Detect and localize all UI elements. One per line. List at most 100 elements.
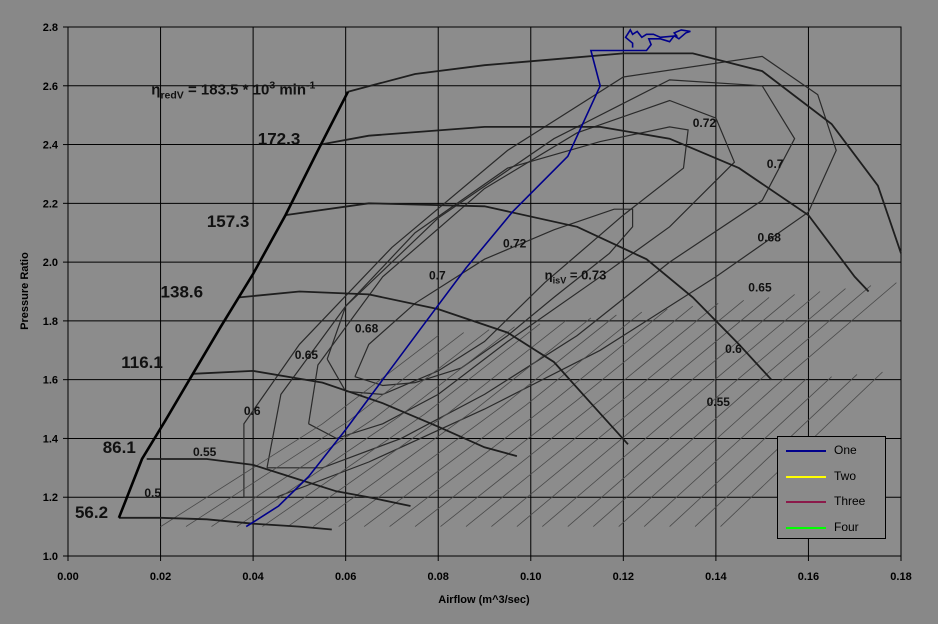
speed-label: 172.3 (258, 130, 301, 149)
peak-efficiency-label: ηisV = 0.73 (545, 268, 607, 286)
speed-label: 56.2 (75, 503, 108, 522)
efficiency-label: 0.6 (725, 342, 742, 356)
efficiency-label: 0.72 (503, 236, 527, 250)
efficiency-island (326, 126, 689, 396)
flow-line (491, 297, 770, 527)
x-tick-label: 0.12 (613, 571, 634, 583)
flow-line (440, 302, 719, 527)
efficiency-label: 0.5 (144, 486, 161, 500)
flow-line (313, 317, 592, 527)
flow-line (160, 335, 439, 527)
legend-swatch (786, 526, 826, 529)
y-tick-label: 2.8 (43, 22, 58, 34)
legend-swatch (786, 501, 826, 503)
x-tick-label: 0.08 (428, 571, 449, 583)
y-tick-label: 1.6 (43, 375, 58, 387)
x-tick-label: 0.04 (242, 571, 264, 583)
flow-line (262, 323, 541, 527)
x-axis-title: Airflow (m^3/sec) (438, 594, 530, 606)
legend-label: Two (834, 468, 857, 483)
speed-formula-label-part: = 183.5 * 10 (184, 82, 269, 99)
flow-line (694, 374, 858, 527)
x-tick-label: 0.14 (705, 571, 727, 583)
flow-line (211, 329, 490, 527)
efficiency-label: 0.7 (767, 157, 784, 171)
x-tick-label: 0.02 (150, 571, 171, 583)
series-lines (245, 28, 691, 528)
series-line-one (245, 28, 691, 528)
y-tick-label: 2.2 (43, 198, 58, 210)
y-tick-label: 2.0 (43, 257, 58, 269)
plot-area (68, 27, 901, 556)
flow-line (669, 376, 832, 527)
efficiency-label: 0.68 (355, 322, 379, 336)
legend-label: Three (834, 494, 866, 508)
y-tick-label: 1.0 (43, 551, 58, 563)
speed-label: 138.6 (161, 282, 204, 301)
y-axis-title: Pressure Ratio (19, 252, 31, 330)
map-labels: 56.2 86.1 116.1 138.6 157.3 172.3 0.5 0.55 0.6 0.… (75, 80, 784, 522)
y-tick-label: 1.2 (43, 492, 58, 504)
speed-formula-label-part: 3 (269, 80, 275, 92)
speed-formula-label-part: -1 (306, 80, 315, 92)
plot-border (67, 26, 902, 557)
flow-line (236, 326, 515, 527)
speed-formula-label: ηredV = 183.5 * 103 min-1 (151, 80, 315, 102)
speed-formula-label-part: redV (160, 90, 183, 102)
efficiency-label: 0.6 (244, 404, 261, 418)
flow-line (185, 332, 464, 527)
efficiency-label: 0.65 (295, 348, 319, 362)
efficiency-label: 0.72 (693, 116, 717, 130)
efficiency-island (308, 99, 736, 440)
speed-formula-label-part: min (275, 82, 306, 99)
flow-line (338, 314, 617, 527)
flow-line (542, 291, 821, 527)
x-tick-label: 0.18 (890, 571, 911, 583)
speed-label: 157.3 (207, 212, 250, 231)
x-tick-label: 0.06 (335, 571, 356, 583)
legend-swatch (786, 450, 826, 452)
speed-formula-label-part: η (151, 82, 160, 99)
efficiency-label: 0.55 (707, 395, 731, 409)
y-tick-label: 1.8 (43, 316, 58, 328)
flow-line (567, 288, 846, 527)
efficiency-island (354, 208, 634, 387)
speed-line (118, 516, 332, 531)
flow-line (363, 311, 643, 527)
efficiency-label: 0.55 (193, 445, 217, 459)
efficiency-island (243, 55, 837, 498)
legend-item-four: Four (778, 518, 885, 538)
legend-item-three: Three (778, 492, 885, 512)
legend-label: One (834, 443, 857, 457)
speed-line (146, 458, 411, 507)
flow-line (389, 308, 668, 527)
x-tick-label: 0.10 (520, 571, 541, 583)
compressor-map (117, 52, 902, 531)
peak-efficiency-label-part: = 0.73 (566, 268, 606, 283)
speed-line (320, 126, 870, 293)
flow-line (593, 285, 872, 527)
speed-label: 86.1 (103, 438, 136, 457)
legend-label: Four (834, 519, 859, 534)
flow-line (465, 299, 744, 527)
flow-line (287, 320, 566, 527)
efficiency-label: 0.65 (748, 281, 772, 295)
tick-labels: 0.00 0.02 0.04 0.06 0.08 0.10 0.12 0.14 0.16 0.18… (43, 22, 912, 583)
efficiency-label: 0.68 (758, 231, 782, 245)
peak-efficiency-label-part: isV (553, 276, 567, 286)
efficiency-label: 0.7 (429, 269, 446, 283)
y-tick-label: 1.4 (43, 433, 59, 445)
legend-item-two: Two (778, 467, 885, 487)
y-tick-label: 2.6 (43, 81, 58, 93)
legend-item-one: One (778, 441, 885, 461)
flow-line (643, 378, 807, 527)
flow-line (414, 305, 694, 527)
legend-swatch (786, 475, 826, 478)
speed-line (192, 369, 518, 457)
surge-line (117, 91, 350, 519)
x-tick-label: 0.00 (57, 571, 78, 583)
peak-efficiency-label-part: η (545, 268, 553, 283)
speed-line (239, 290, 629, 445)
speed-line (347, 52, 902, 254)
